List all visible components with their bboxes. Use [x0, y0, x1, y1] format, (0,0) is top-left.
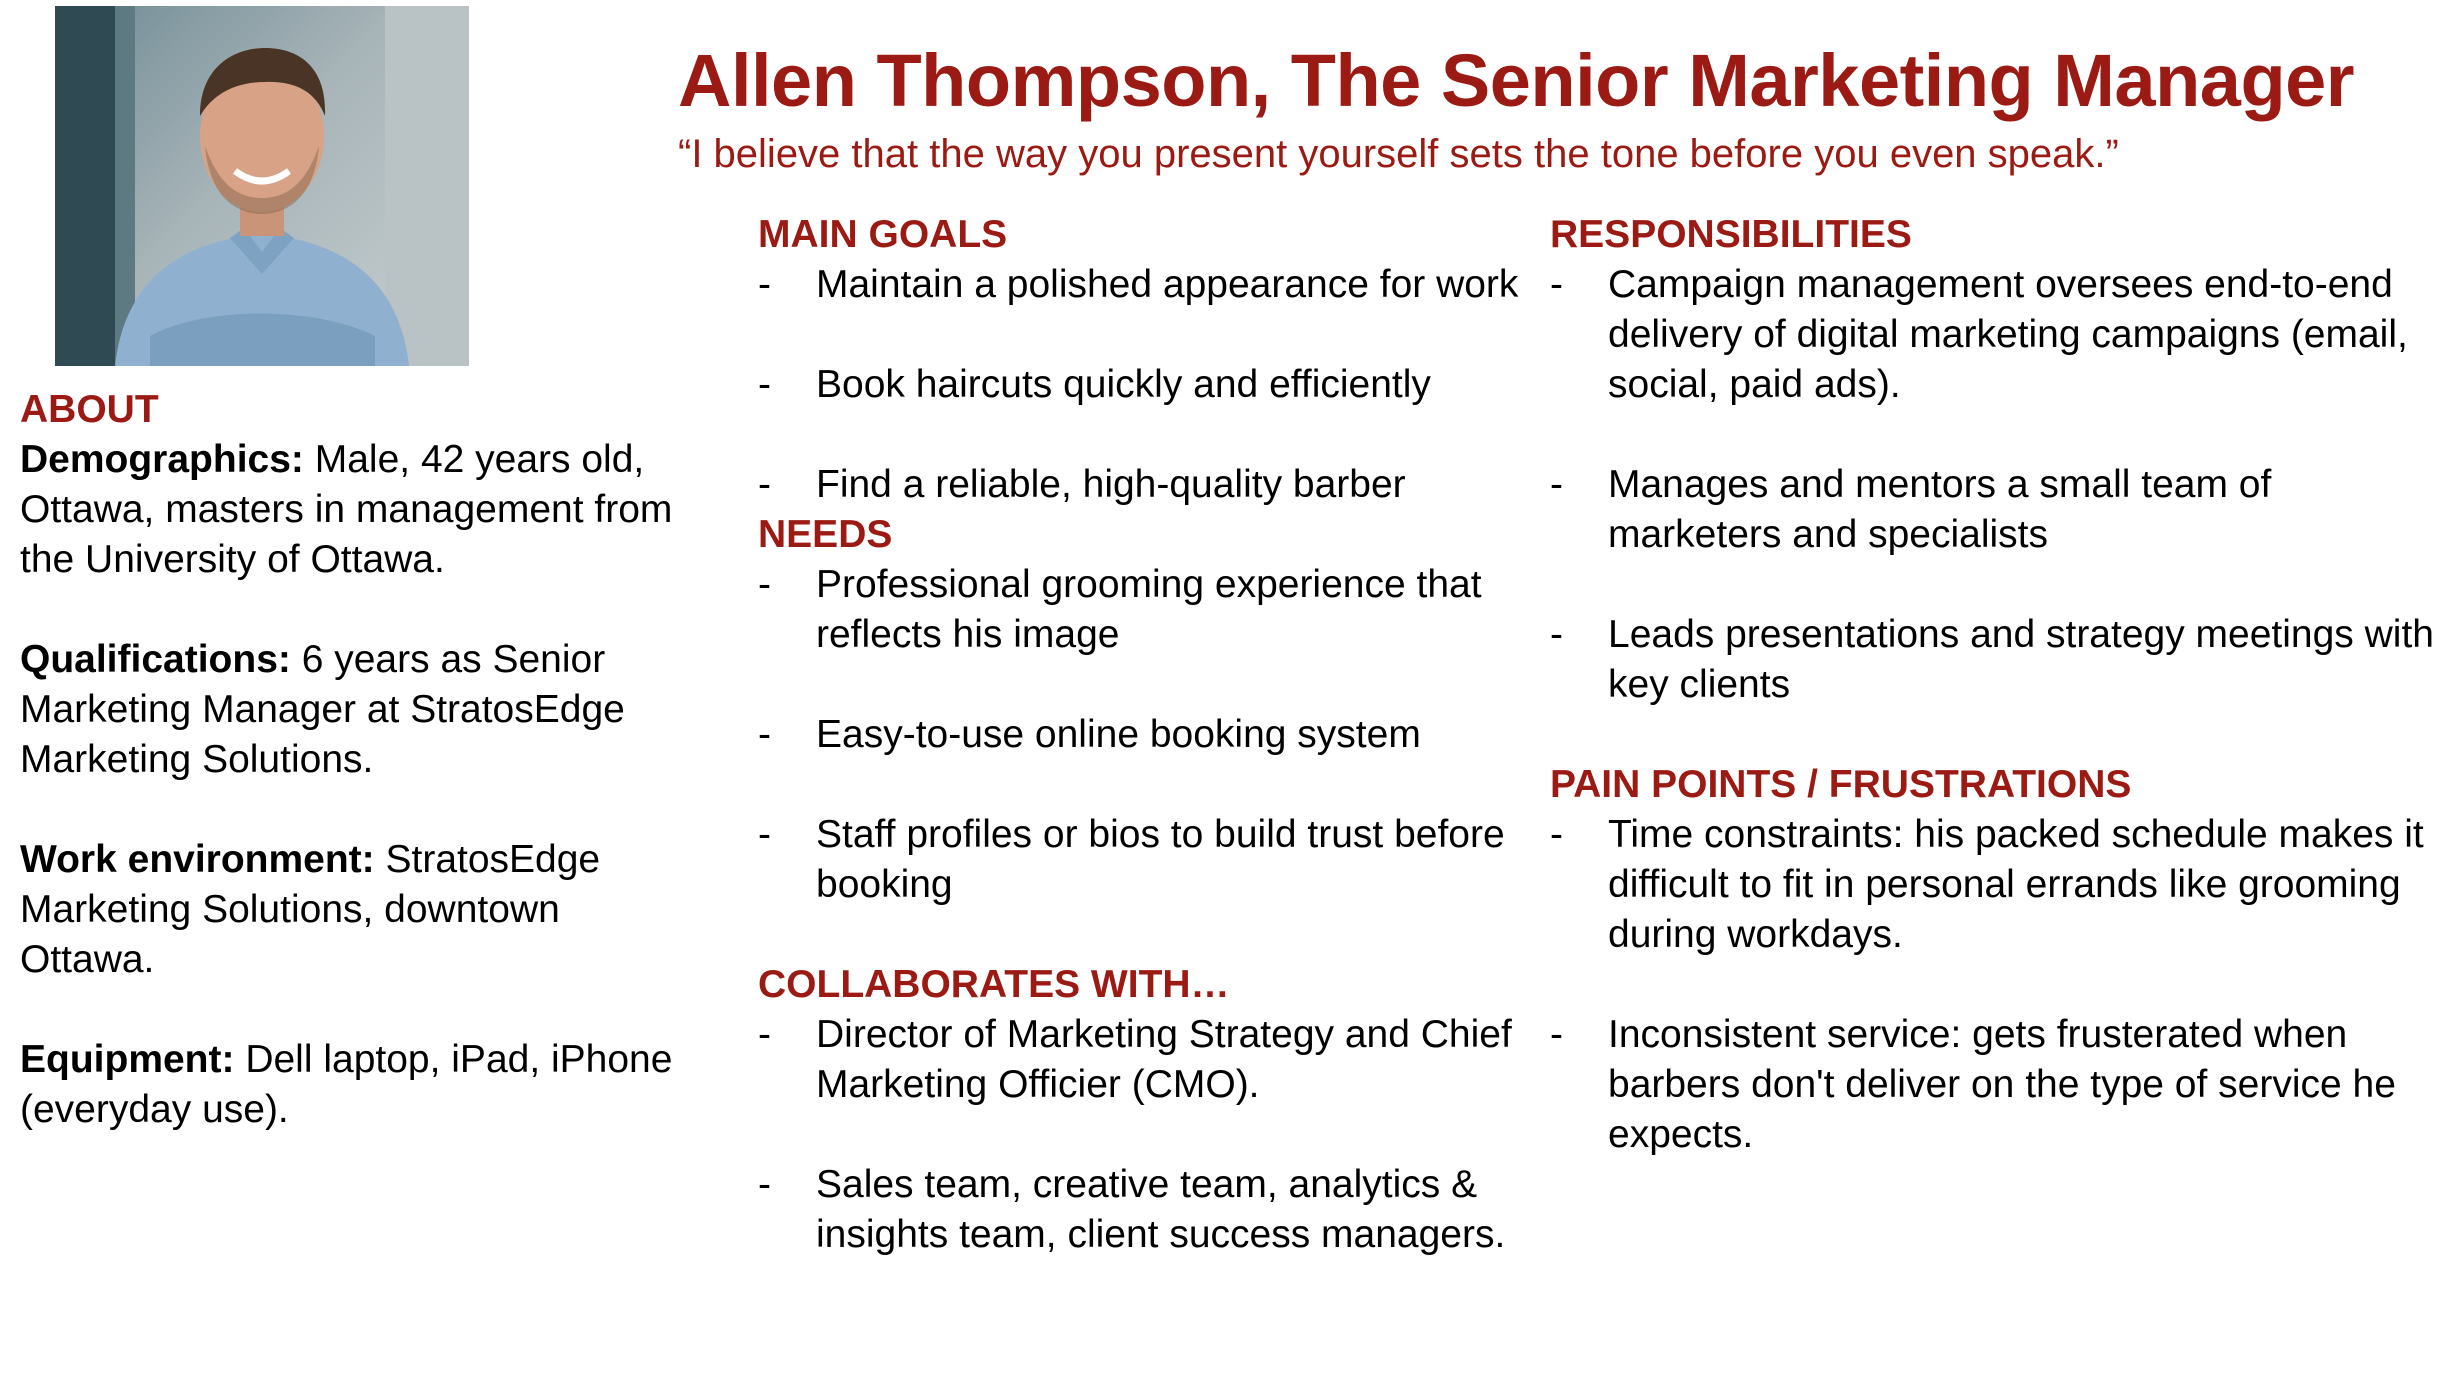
- profile-photo: [55, 6, 469, 366]
- right-column: RESPONSIBILITIES - Campaign management ov…: [1550, 210, 2450, 1160]
- list-item: - Inconsistent service: gets frusterated …: [1550, 1013, 2396, 1156]
- persona-quote: “I believe that the way you present your…: [678, 132, 2119, 176]
- collaborates-heading: COLLABORATES WITH…: [758, 963, 1230, 1006]
- list-item: - Professional grooming experience that r…: [758, 563, 1482, 656]
- list-item: - Time constraints: his packed schedule m…: [1550, 813, 2424, 956]
- person-photo-icon: [55, 6, 469, 366]
- middle-column: MAIN GOALS - Maintain a polished appearan…: [758, 210, 1538, 1260]
- list-item: - Maintain a polished appearance for work: [758, 263, 1519, 306]
- list-item: - Book haircuts quickly and efficiently: [758, 363, 1431, 406]
- collaborates-list: - Director of Marketing Strategy and Chie…: [758, 1010, 1538, 1260]
- main-goals-heading: MAIN GOALS: [758, 213, 1008, 256]
- about-equipment: Equipment: Dell laptop, iPad, iPhone (ev…: [20, 1038, 673, 1131]
- responsibilities-heading: RESPONSIBILITIES: [1550, 213, 1912, 256]
- about-section: ABOUT Demographics: Male, 42 years old, …: [20, 385, 680, 1135]
- responsibilities-list: - Campaign management oversees end-to-end…: [1550, 260, 2450, 710]
- list-item: - Staff profiles or bios to build trust b…: [758, 813, 1505, 906]
- needs-section: NEEDS - Professional grooming experience …: [758, 510, 1538, 910]
- list-item: - Leads presentations and strategy meetin…: [1550, 613, 2434, 706]
- needs-heading: NEEDS: [758, 513, 893, 556]
- about-heading: ABOUT: [20, 388, 159, 431]
- page-title: Allen Thompson, The Senior Marketing Man…: [678, 39, 2355, 122]
- needs-list: - Professional grooming experience that r…: [758, 560, 1538, 910]
- list-item: - Manages and mentors a small team of mar…: [1550, 463, 2272, 556]
- pain-points-section: PAIN POINTS / FRUSTRATIONS - Time constra…: [1550, 760, 2450, 1160]
- collaborates-section: COLLABORATES WITH… - Director of Marketin…: [758, 960, 1538, 1260]
- list-item: - Easy-to-use online booking system: [758, 713, 1421, 756]
- about-work-environment: Work environment: StratosEdge Marketing …: [20, 838, 601, 981]
- about-demographics: Demographics: Male, 42 years old, Ottawa…: [20, 438, 673, 581]
- main-goals-list: - Maintain a polished appearance for work…: [758, 260, 1538, 510]
- pain-points-heading: PAIN POINTS / FRUSTRATIONS: [1550, 763, 2132, 806]
- list-item: - Director of Marketing Strategy and Chie…: [758, 1013, 1512, 1106]
- main-goals-section: MAIN GOALS - Maintain a polished appearan…: [758, 210, 1538, 510]
- responsibilities-section: RESPONSIBILITIES - Campaign management ov…: [1550, 210, 2450, 710]
- list-item: - Find a reliable, high-quality barber: [758, 463, 1406, 506]
- pain-points-list: - Time constraints: his packed schedule m…: [1550, 810, 2450, 1160]
- list-item: - Campaign management oversees end-to-end…: [1550, 263, 2408, 406]
- list-item: - Sales team, creative team, analytics & …: [758, 1163, 1506, 1256]
- about-qualifications: Qualifications: 6 years as Senior Market…: [20, 638, 625, 781]
